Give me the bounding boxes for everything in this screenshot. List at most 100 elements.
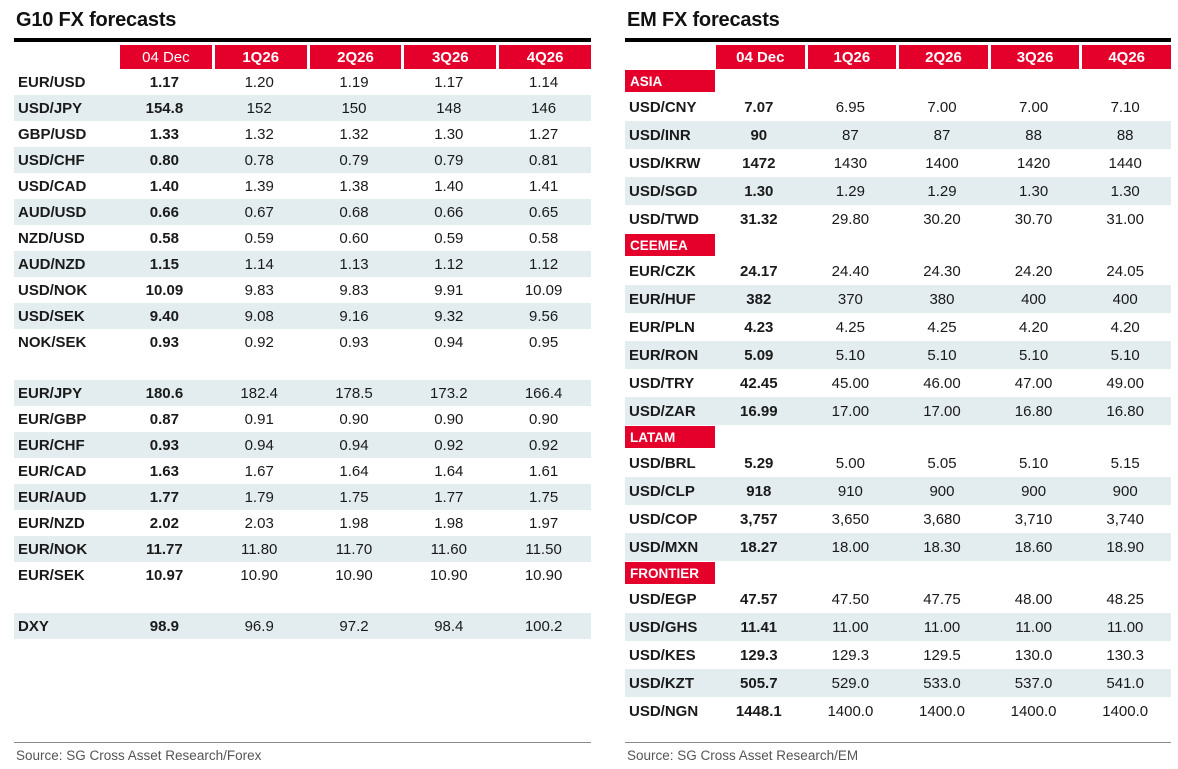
value-cell: 1.30 [1018, 182, 1049, 200]
value-cell: 1.98 [339, 514, 369, 532]
currency-pair-label: EUR/SEK [18, 566, 85, 584]
section-label: FRONTIER [625, 562, 715, 584]
table-row: USD/SGD 1.30 1.29 1.29 1.30 1.30 [625, 177, 1171, 205]
value-cell: 1448.1 [735, 702, 782, 720]
value-cell: 0.67 [244, 203, 274, 221]
value-cell: 400 [1112, 290, 1138, 308]
g10-fx-table: 04 Dec 1Q26 2Q26 3Q26 4Q26 EUR/USD 1.17 1.20 1.1… [14, 45, 591, 639]
value-cell: 87 [842, 126, 859, 144]
table-row: USD/BRL 5.29 5.00 5.05 5.10 5.15 [625, 449, 1171, 477]
value-cell: 129.3 [740, 646, 778, 664]
table-row: EUR/USD 1.17 1.20 1.19 1.17 1.14 [14, 69, 591, 95]
currency-pair-label: EUR/USD [18, 73, 86, 91]
value-cell: 5.10 [927, 346, 957, 364]
value-cell: 130.0 [1014, 646, 1053, 664]
value-cell: 0.92 [244, 333, 274, 351]
value-cell: 1.12 [434, 255, 464, 273]
value-cell: 1.75 [339, 488, 369, 506]
currency-pair-label: USD/CNY [629, 98, 697, 116]
currency-pair-label: USD/JPY [18, 99, 83, 117]
value-cell: 1.40 [149, 177, 179, 195]
column-header: 1Q26 [804, 45, 897, 69]
value-cell: 30.70 [1014, 210, 1053, 228]
currency-pair-label: USD/NOK [18, 281, 88, 299]
value-cell: 1.13 [339, 255, 369, 273]
value-cell: 0.66 [434, 203, 464, 221]
table-row: USD/EGP 47.57 47.50 47.75 48.00 48.25 [625, 585, 1171, 613]
section-label: ASIA [625, 70, 715, 92]
value-cell: 4.25 [927, 318, 957, 336]
value-cell: 4.20 [1018, 318, 1049, 336]
value-cell: 1.98 [434, 514, 464, 532]
value-cell: 90 [750, 126, 768, 144]
value-cell: 0.59 [434, 229, 464, 247]
value-cell: 3,757 [740, 510, 778, 528]
value-cell: 87 [933, 126, 951, 144]
value-cell: 1.20 [244, 73, 274, 91]
value-cell: 1.67 [244, 462, 274, 480]
currency-pair-label: USD/NGN [629, 702, 699, 720]
column-header-spacer [625, 45, 713, 69]
value-cell: 10.90 [240, 566, 278, 584]
value-cell: 5.05 [927, 454, 957, 472]
column-header: 2Q26 [896, 45, 988, 69]
value-cell: 1.14 [244, 255, 274, 273]
value-cell: 529.0 [831, 674, 870, 692]
currency-pair-label: USD/INR [629, 126, 691, 144]
column-header: 3Q26 [401, 45, 497, 69]
currency-pair-label: EUR/NZD [18, 514, 85, 532]
table-row: USD/KRW 1472 1430 1400 1420 1440 [625, 149, 1171, 177]
value-cell: 1.63 [149, 462, 179, 480]
value-cell: 0.92 [434, 436, 464, 454]
table-row: EUR/RON 5.09 5.10 5.10 5.10 5.10 [625, 341, 1171, 369]
value-cell: 0.92 [528, 436, 559, 454]
value-cell: 16.99 [740, 402, 778, 420]
value-cell: 152 [246, 99, 272, 117]
table-row: DXY 98.9 96.9 97.2 98.4 100.2 [14, 613, 591, 639]
spacer-row [14, 588, 591, 613]
currency-pair-label: EUR/GBP [18, 410, 87, 428]
g10-fx-panel: G10 FX forecasts 04 Dec 1Q26 2Q26 3Q26 4Q26 E… [14, 0, 591, 769]
em-panel-title: EM FX forecasts [627, 9, 780, 31]
currency-pair-label: USD/EGP [629, 590, 697, 608]
table-row: USD/INR 90 87 87 88 88 [625, 121, 1171, 149]
value-cell: 10.90 [524, 566, 563, 584]
table-row: EUR/CAD 1.63 1.67 1.64 1.64 1.61 [14, 458, 591, 484]
table-row: EUR/HUF 382 370 380 400 400 [625, 285, 1171, 313]
value-cell: 10.90 [430, 566, 468, 584]
value-cell: 1430 [833, 154, 868, 172]
spacer-row [14, 355, 591, 380]
value-cell: 11.00 [1106, 618, 1144, 636]
value-cell: 10.97 [145, 566, 184, 584]
value-cell: 0.90 [434, 410, 464, 428]
value-cell: 1400 [925, 154, 959, 172]
value-cell: 18.00 [831, 538, 870, 556]
value-cell: 48.00 [1014, 590, 1053, 608]
value-cell: 3,710 [1014, 510, 1053, 528]
value-cell: 1.19 [339, 73, 369, 91]
table-row: EUR/CHF 0.93 0.94 0.94 0.92 0.92 [14, 432, 591, 458]
column-header: 3Q26 [987, 45, 1080, 69]
value-cell: 0.80 [149, 151, 179, 169]
g10-source-divider [14, 742, 591, 743]
value-cell: 24.40 [831, 262, 870, 280]
value-cell: 10.90 [335, 566, 373, 584]
value-cell: 1.32 [244, 125, 274, 143]
value-cell: 0.81 [528, 151, 559, 169]
value-cell: 0.93 [149, 333, 179, 351]
value-cell: 2.02 [149, 514, 179, 532]
value-cell: 17.00 [923, 402, 961, 420]
value-cell: 180.6 [145, 384, 184, 402]
em-title-rule [625, 38, 1171, 42]
section-label: CEEMEA [625, 234, 715, 256]
value-cell: 97.2 [339, 617, 369, 635]
value-cell: 100.2 [524, 617, 563, 635]
value-cell: 7.10 [1110, 98, 1140, 116]
value-cell: 382 [746, 290, 772, 308]
value-cell: 0.58 [149, 229, 179, 247]
value-cell: 11.00 [923, 618, 961, 636]
value-cell: 1400.0 [919, 702, 965, 720]
value-cell: 46.00 [923, 374, 961, 392]
value-cell: 1.75 [528, 488, 559, 506]
table-row: NZD/USD 0.58 0.59 0.60 0.59 0.58 [14, 225, 591, 251]
